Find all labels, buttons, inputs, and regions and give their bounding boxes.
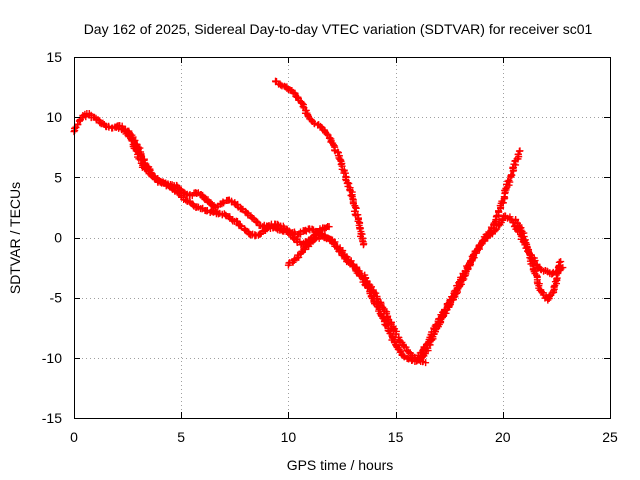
data-point-marker xyxy=(305,240,313,248)
data-point-marker xyxy=(323,130,331,138)
tick-marks xyxy=(74,57,611,419)
data-point-marker xyxy=(514,150,522,158)
data-point-marker xyxy=(127,136,135,144)
data-point-marker xyxy=(303,109,311,117)
data-point-marker xyxy=(557,258,565,266)
x-tick-label: 20 xyxy=(495,429,511,445)
data-point-marker xyxy=(321,234,329,242)
data-point-marker xyxy=(277,81,285,89)
x-tick-labels: 0 5 10 15 20 25 xyxy=(70,429,618,445)
y-tick-label: 15 xyxy=(46,49,62,65)
grid-lines xyxy=(74,57,610,418)
data-point-marker xyxy=(431,322,439,330)
data-point-marker xyxy=(193,190,201,198)
data-point-marker xyxy=(506,178,514,186)
data-point-marker xyxy=(510,160,518,168)
data-point-marker xyxy=(299,103,307,111)
y-tick-label: -15 xyxy=(42,410,62,426)
data-point-marker xyxy=(311,235,319,243)
series-track-f xyxy=(512,215,565,304)
y-tick-label: 0 xyxy=(54,230,62,246)
x-tick-label: 10 xyxy=(281,429,297,445)
y-tick-label: -5 xyxy=(50,290,63,306)
chart-title: Day 162 of 2025, Sidereal Day-to-day VTE… xyxy=(84,21,593,37)
data-point-marker xyxy=(236,222,244,230)
data-point-marker xyxy=(555,258,563,266)
data-point-marker xyxy=(359,241,367,249)
data-point-marker xyxy=(347,191,355,199)
data-point-marker xyxy=(422,359,430,367)
y-tick-label: 10 xyxy=(46,109,62,125)
data-point-marker xyxy=(135,149,143,157)
series-track-b xyxy=(113,122,333,249)
x-tick-label: 15 xyxy=(388,429,404,445)
series-track-c xyxy=(272,77,368,249)
y-tick-label: -10 xyxy=(42,350,62,366)
series-track-e xyxy=(413,147,524,364)
data-points xyxy=(70,77,567,367)
data-point-marker xyxy=(310,120,318,128)
data-point-marker xyxy=(128,137,136,145)
data-point-marker xyxy=(298,99,306,107)
y-axis-title: SDTVAR / TECUs xyxy=(7,182,23,294)
data-point-marker xyxy=(507,171,515,179)
data-point-marker xyxy=(516,147,524,155)
data-point-marker xyxy=(242,226,250,234)
data-point-marker xyxy=(515,223,523,231)
x-tick-label: 5 xyxy=(177,429,185,445)
x-tick-label: 0 xyxy=(70,429,78,445)
x-axis-title: GPS time / hours xyxy=(287,457,394,473)
x-tick-label: 25 xyxy=(602,429,618,445)
y-tick-label: 5 xyxy=(54,169,62,185)
data-point-marker xyxy=(402,343,410,351)
data-point-marker xyxy=(499,199,507,207)
data-point-marker xyxy=(325,223,333,231)
y-tick-labels: -15 -10 -5 0 5 10 15 xyxy=(42,49,62,426)
series-track-d xyxy=(284,232,430,367)
